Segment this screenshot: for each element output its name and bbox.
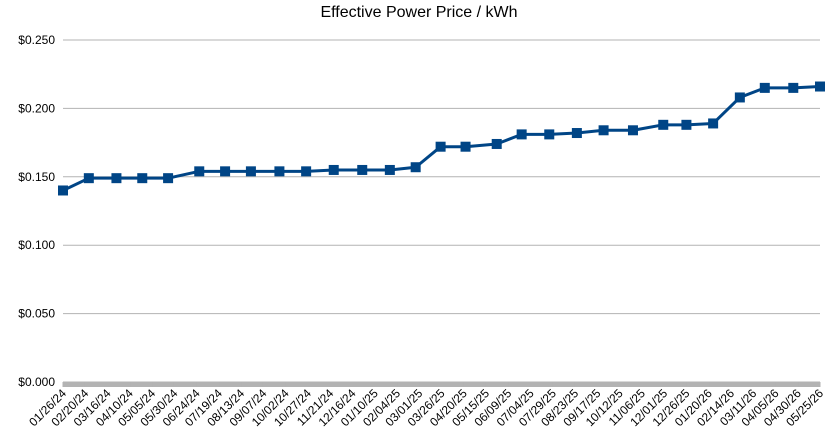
point: [491, 138, 502, 149]
y-tick-label: $0.200: [18, 101, 55, 115]
y-tick-label: $0.100: [18, 238, 55, 252]
point: [681, 119, 692, 130]
point: [460, 141, 471, 152]
point: [435, 141, 446, 152]
point: [274, 166, 285, 177]
y-tick-label: $0.050: [18, 307, 55, 321]
point: [111, 173, 122, 184]
point: [384, 164, 395, 175]
y-tick-label: $0.000: [18, 375, 55, 389]
point: [815, 81, 825, 92]
point: [708, 118, 719, 129]
chart-title: Effective Power Price / kWh: [320, 4, 517, 21]
y-tick-label: $0.250: [18, 33, 55, 47]
point: [788, 82, 799, 93]
point: [137, 173, 148, 184]
point: [328, 164, 339, 175]
point: [58, 185, 68, 196]
point: [194, 166, 205, 177]
point: [410, 162, 421, 173]
point: [658, 119, 669, 130]
point: [759, 82, 770, 93]
point: [734, 92, 745, 103]
point: [220, 166, 231, 177]
point: [571, 128, 582, 139]
point: [83, 173, 94, 184]
point: [301, 166, 312, 177]
y-tick-label: $0.150: [18, 170, 55, 184]
line: [62, 85, 821, 192]
point: [627, 125, 638, 136]
point: [516, 129, 527, 140]
point: [163, 173, 174, 184]
point: [245, 166, 256, 177]
point: [544, 129, 555, 140]
point: [357, 164, 368, 175]
point: [598, 125, 609, 136]
